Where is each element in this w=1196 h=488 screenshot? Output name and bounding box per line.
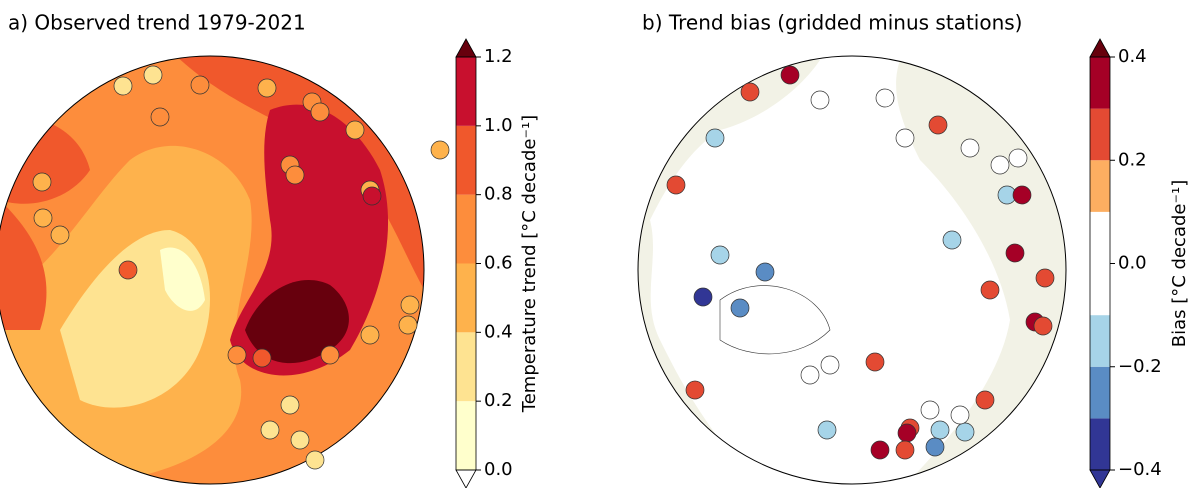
colorbar-tick-label: 0.2: [1118, 149, 1147, 170]
station: [361, 326, 379, 344]
station: [1009, 149, 1027, 167]
station: [1034, 317, 1052, 335]
colorbar-tick-label: 0.2: [484, 390, 513, 411]
station: [896, 441, 914, 459]
station: [926, 438, 944, 456]
colorbar-tick-label: 1.2: [484, 46, 513, 67]
station: [667, 176, 685, 194]
station: [363, 187, 381, 205]
station: [811, 91, 829, 109]
trend-field: [0, 50, 430, 488]
station: [756, 263, 774, 281]
station: [1006, 244, 1024, 262]
colorbar-segment: [456, 195, 476, 264]
colorbar-tick-label: 0.0: [484, 459, 513, 480]
station: [144, 66, 162, 84]
colorbar-segment: [1090, 418, 1110, 470]
colorbar-tick-label: 0.0: [1118, 253, 1147, 274]
station: [741, 83, 759, 101]
station: [931, 421, 949, 439]
colorbar-segment: [1090, 57, 1110, 109]
station: [961, 139, 979, 157]
station: [876, 89, 894, 107]
colorbar-tick-label: 0.8: [484, 184, 513, 205]
colorbar-tick-label: −0.4: [1118, 459, 1162, 480]
colorbar-tick-label: 0.6: [484, 253, 513, 274]
station: [686, 381, 704, 399]
station: [818, 421, 836, 439]
colorbar-extend-max: [1090, 39, 1110, 57]
station: [921, 401, 939, 419]
station: [191, 76, 209, 94]
station: [898, 424, 916, 442]
station: [731, 299, 749, 317]
station: [119, 261, 137, 279]
figure: a) Observed trend 1979-2021 b) Trend bia…: [0, 0, 1196, 488]
station: [943, 231, 961, 249]
colorbar-tick-label: −0.2: [1118, 356, 1162, 377]
station: [801, 366, 819, 384]
colorbar-segment: [1090, 160, 1110, 212]
colorbar-label: Temperature trend [°C decade⁻¹]: [519, 115, 540, 413]
station: [321, 346, 339, 364]
colorbar-extend-min: [456, 470, 476, 488]
station: [821, 356, 839, 374]
colorbar-segment: [1090, 315, 1110, 367]
station: [871, 441, 889, 459]
colorbar-segment: [456, 57, 476, 126]
station: [306, 451, 324, 469]
station: [694, 288, 712, 306]
station: [151, 108, 169, 126]
colorbar-segment: [1090, 212, 1110, 315]
station: [253, 349, 271, 367]
colorbar-segment: [456, 264, 476, 333]
station: [706, 129, 724, 147]
colorbar-tick-label: 0.4: [1118, 46, 1147, 67]
station: [1013, 186, 1031, 204]
colorbar-tick-label: 1.0: [484, 115, 513, 136]
colorbar-extend-max: [456, 39, 476, 57]
station: [981, 281, 999, 299]
colorbar-segment: [456, 126, 476, 195]
station: [896, 129, 914, 147]
station: [33, 173, 51, 191]
station: [261, 421, 279, 439]
colorbar-segment: [456, 401, 476, 470]
station: [956, 423, 974, 441]
colorbar-extend-min: [1090, 470, 1110, 488]
station: [51, 226, 69, 244]
station: [281, 396, 299, 414]
land: [630, 50, 1080, 488]
colorbar-segment: [1090, 367, 1110, 419]
station: [991, 156, 1009, 174]
station: [951, 406, 969, 424]
station: [286, 166, 304, 184]
station: [431, 141, 449, 159]
station: [258, 79, 276, 97]
colorbar-tick-label: 0.4: [484, 321, 513, 342]
station: [866, 353, 884, 371]
colorbar-label: Bias [°C decade⁻¹]: [1169, 180, 1190, 347]
station: [346, 121, 364, 139]
station: [976, 391, 994, 409]
station: [311, 103, 329, 121]
colorbar-segment: [1090, 109, 1110, 161]
panel-title: a) Observed trend 1979-2021: [8, 11, 306, 35]
station: [401, 296, 419, 314]
station: [711, 246, 729, 264]
station: [1036, 269, 1054, 287]
colorbar-segment: [456, 332, 476, 401]
station: [114, 77, 132, 95]
panel-title: b) Trend bias (gridded minus stations): [642, 11, 1022, 35]
station: [291, 431, 309, 449]
station: [399, 316, 417, 334]
station: [34, 209, 52, 227]
station: [781, 66, 799, 84]
station: [929, 116, 947, 134]
station: [228, 346, 246, 364]
